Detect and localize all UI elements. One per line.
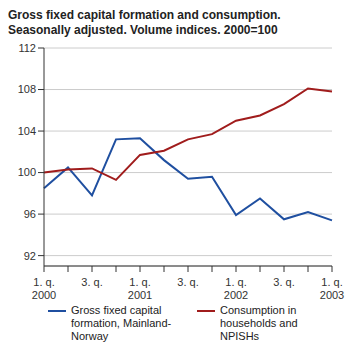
svg-text:1. q.: 1. q. [225, 276, 246, 288]
svg-text:108: 108 [18, 83, 36, 95]
svg-text:1. q.: 1. q. [129, 276, 150, 288]
svg-text:2000: 2000 [32, 289, 56, 300]
svg-text:1. q.: 1. q. [33, 276, 54, 288]
svg-text:2002: 2002 [224, 289, 248, 300]
svg-text:2003: 2003 [320, 289, 344, 300]
svg-text:3. q.: 3. q. [81, 276, 102, 288]
svg-text:2001: 2001 [128, 289, 152, 300]
svg-text:92: 92 [24, 250, 36, 262]
svg-text:1. q.: 1. q. [321, 276, 342, 288]
html-text:Gross fixed capital formation,: Gross fixed capital formation, Mainland-… [71, 304, 172, 342]
svg-text:3. q.: 3. q. [273, 276, 294, 288]
html-text:Seasonally adjusted. Volume in: Seasonally adjusted. Volume indices. 200… [8, 23, 278, 37]
svg-text:104: 104 [18, 125, 36, 137]
svg-text:96: 96 [24, 208, 36, 220]
svg-text:112: 112 [18, 42, 36, 54]
html-text:Consumption in households and: Consumption in households and NPISHs [220, 304, 298, 342]
svg-text:100: 100 [18, 166, 36, 178]
svg-text:3. q.: 3. q. [177, 276, 198, 288]
html-text:Gross fixed capital formation: Gross fixed capital formation and consum… [8, 8, 281, 22]
